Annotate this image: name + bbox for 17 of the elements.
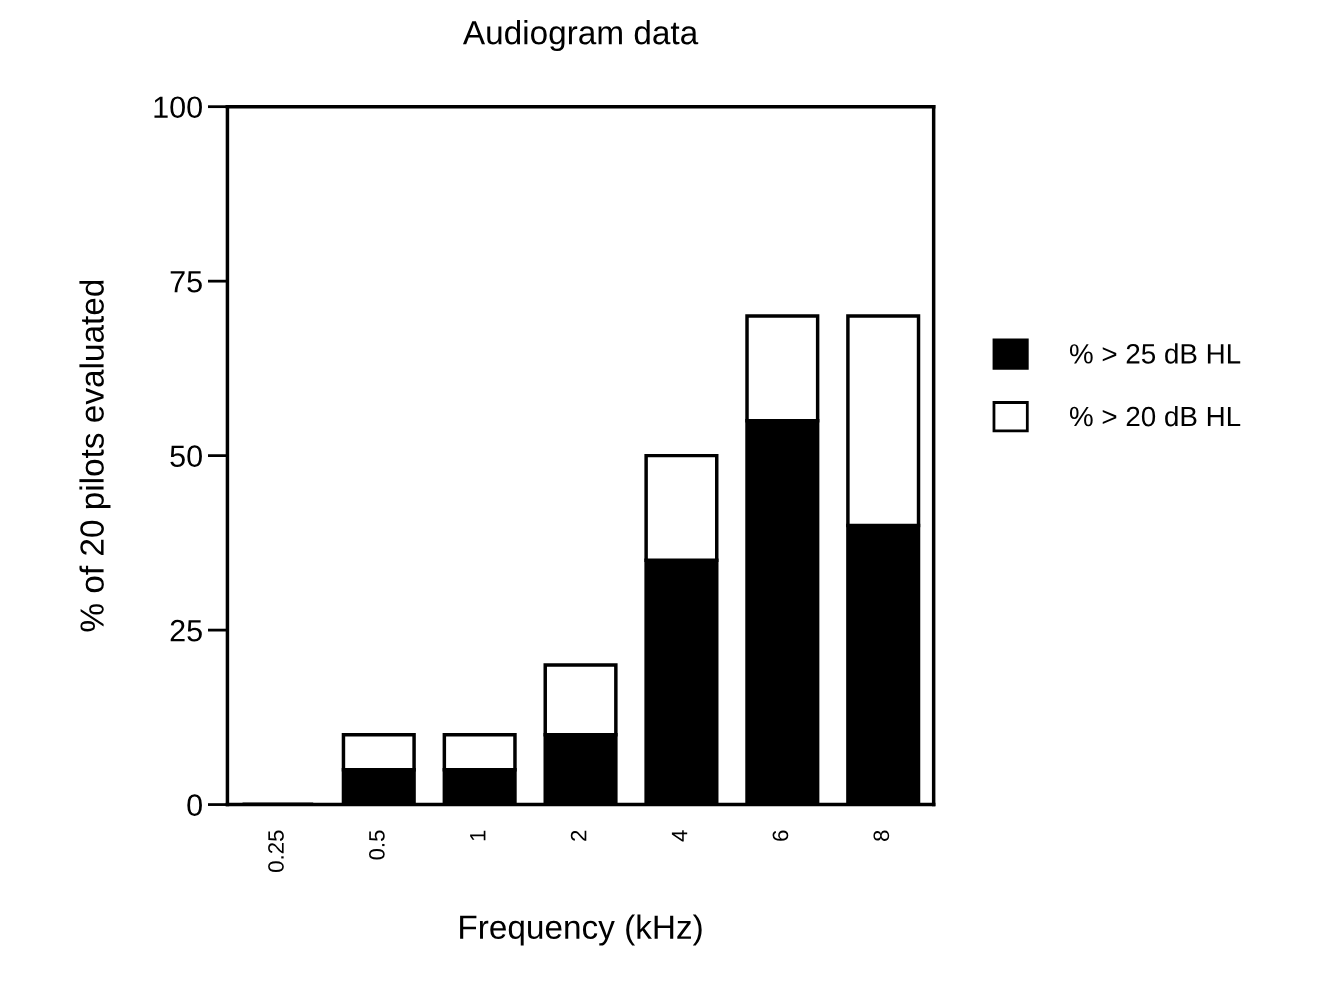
x-tick-label: 0.5 (368, 830, 385, 860)
x-tick-label: 2 (570, 830, 587, 841)
y-tick-label: 75 (170, 271, 202, 293)
y-tick-label: 100 (154, 96, 202, 119)
y-axis-title: % of 20 pilots evaluated (79, 280, 111, 632)
x-tick-label: 1 (470, 830, 486, 841)
x-tick-label: 8 (873, 830, 890, 841)
x-axis-title: Frequency (kHz) (460, 914, 702, 946)
y-tick-label: 50 (170, 445, 202, 467)
y-tick-label: 0 (187, 794, 202, 816)
x-tick-label: 6 (772, 830, 789, 841)
y-tick-label: 25 (170, 619, 202, 642)
legend-label: % > 20 dB HL (1069, 405, 1241, 427)
x-tick-label: 0.25 (268, 830, 284, 872)
chart-title: Audiogram data (462, 20, 699, 52)
x-tick-label: 4 (671, 830, 688, 842)
legend-label: % > 25 dB HL (1069, 343, 1241, 364)
